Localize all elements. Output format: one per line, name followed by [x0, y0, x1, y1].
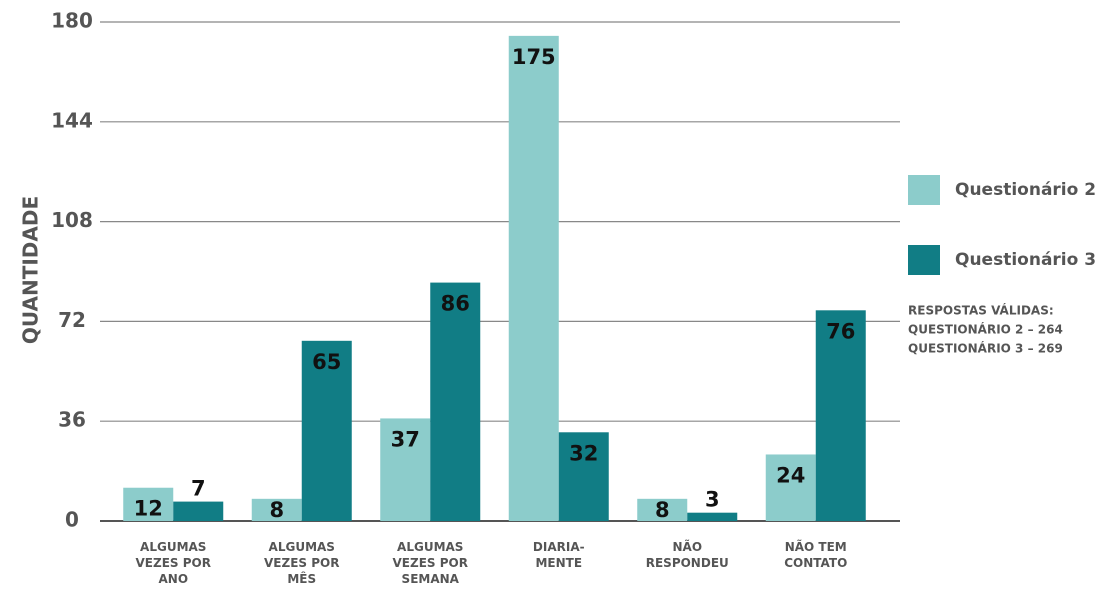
x-tick-label: ALGUMAS VEZES POR ANO: [136, 540, 211, 586]
value-label: 86: [441, 292, 470, 316]
legend-swatch: [908, 245, 940, 275]
bar: [430, 282, 481, 521]
bar: [558, 432, 609, 521]
bar: [173, 501, 224, 521]
value-label: 32: [569, 441, 598, 465]
bar: [123, 487, 174, 521]
value-label: 12: [134, 497, 163, 521]
bar: [637, 498, 688, 521]
y-tick-label: 108: [51, 208, 93, 232]
x-tick-label: DIARIA-MENTE: [533, 540, 585, 570]
bar: [508, 35, 559, 521]
legend-label: Questionário 2: [955, 180, 1096, 200]
legend-swatch: [908, 175, 940, 205]
note: RESPOSTAS VÁLIDAS:: [908, 303, 1054, 318]
value-label: 3: [705, 488, 720, 512]
x-tick-label: NÃO TEM CONTATO: [784, 539, 847, 570]
legend-label: Questionário 3: [955, 250, 1096, 270]
x-tick-label: ALGUMAS VEZES POR SEMANA: [393, 540, 468, 586]
note: QUESTIONÁRIO 2 – 264: [908, 322, 1063, 337]
value-label: 37: [391, 427, 420, 451]
y-axis-label: QUANTIDADE: [19, 196, 43, 344]
note: QUESTIONÁRIO 3 – 269: [908, 341, 1063, 356]
bar: [380, 418, 431, 521]
value-label: 76: [826, 319, 855, 343]
x-tick-label: ALGUMAS VEZES POR MÊS: [264, 540, 339, 586]
value-label: 8: [269, 498, 284, 522]
bar: [301, 340, 352, 521]
y-tick-label: 36: [58, 408, 86, 432]
value-label: 7: [191, 477, 206, 501]
x-tick-label: NÃO RESPONDEU: [646, 539, 729, 570]
value-label: 175: [512, 45, 556, 69]
value-label: 24: [776, 463, 805, 487]
bar: [251, 498, 302, 521]
value-label: 65: [312, 350, 341, 374]
y-tick-label: 180: [51, 9, 93, 33]
bar: [815, 310, 866, 521]
value-label: 8: [655, 498, 670, 522]
bar: [765, 454, 816, 521]
y-tick-label: 72: [58, 308, 86, 332]
y-tick-label: 144: [51, 108, 93, 132]
y-tick-label: 0: [65, 508, 79, 532]
bar: [687, 512, 738, 521]
